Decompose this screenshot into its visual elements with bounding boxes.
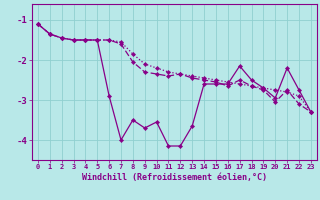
X-axis label: Windchill (Refroidissement éolien,°C): Windchill (Refroidissement éolien,°C) xyxy=(82,173,267,182)
